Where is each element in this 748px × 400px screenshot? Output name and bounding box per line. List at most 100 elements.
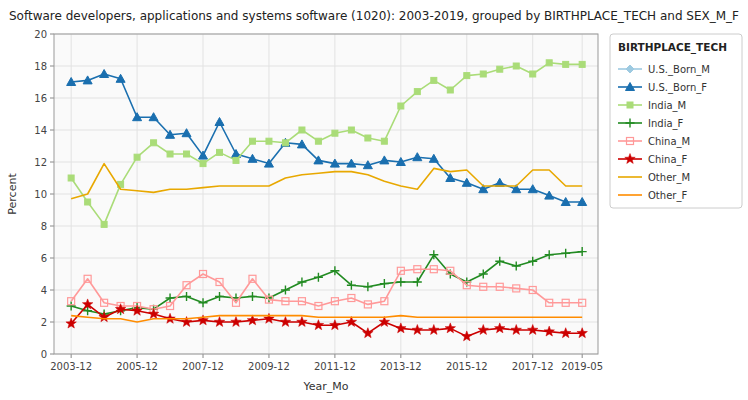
marker bbox=[396, 158, 405, 166]
marker bbox=[182, 129, 191, 137]
marker bbox=[249, 275, 256, 282]
marker bbox=[429, 154, 438, 162]
legend-label: China_M bbox=[648, 136, 690, 148]
marker bbox=[495, 178, 504, 186]
x-axis-label: Year_Mo bbox=[302, 380, 348, 393]
y-grid-line bbox=[54, 130, 598, 131]
marker bbox=[83, 76, 92, 84]
line bbox=[71, 316, 582, 322]
marker bbox=[380, 156, 389, 164]
marker bbox=[199, 151, 208, 159]
marker bbox=[215, 118, 224, 126]
x-tick-label: 2011-12 bbox=[314, 361, 356, 372]
marker bbox=[497, 66, 503, 72]
marker bbox=[412, 325, 422, 335]
marker bbox=[363, 161, 372, 169]
marker bbox=[282, 298, 289, 305]
marker bbox=[546, 60, 552, 66]
marker bbox=[464, 73, 470, 79]
line bbox=[71, 304, 582, 336]
marker bbox=[396, 323, 406, 333]
marker bbox=[530, 71, 536, 77]
marker bbox=[148, 309, 158, 319]
marker bbox=[447, 267, 454, 274]
marker bbox=[68, 175, 74, 181]
marker bbox=[380, 279, 389, 288]
marker bbox=[166, 130, 175, 138]
marker bbox=[133, 113, 142, 121]
x-tick-label: 2017-12 bbox=[512, 361, 554, 372]
plot-frame bbox=[54, 34, 598, 354]
x-tick bbox=[582, 354, 583, 358]
y-grid-line bbox=[54, 194, 598, 195]
marker bbox=[332, 130, 338, 136]
legend-marker bbox=[626, 119, 635, 128]
marker bbox=[214, 317, 224, 327]
marker bbox=[545, 191, 554, 199]
marker bbox=[413, 153, 422, 161]
marker bbox=[561, 198, 570, 206]
marker bbox=[248, 154, 257, 162]
x-tick bbox=[532, 354, 533, 358]
marker bbox=[200, 161, 206, 167]
marker bbox=[348, 295, 355, 302]
y-grid-line bbox=[54, 226, 598, 227]
marker bbox=[462, 178, 471, 186]
marker bbox=[363, 328, 373, 338]
legend-marker bbox=[626, 65, 634, 73]
marker bbox=[297, 317, 307, 327]
marker bbox=[398, 103, 404, 109]
y-grid-line bbox=[54, 98, 598, 99]
line bbox=[71, 252, 582, 314]
marker bbox=[578, 198, 587, 206]
marker bbox=[429, 250, 438, 259]
marker bbox=[101, 299, 108, 306]
x-tick-label: 2003-12 bbox=[50, 361, 92, 372]
marker bbox=[511, 325, 521, 335]
marker bbox=[528, 257, 537, 266]
marker bbox=[563, 61, 569, 67]
legend-box bbox=[610, 34, 742, 208]
chart: 2003-122005-122007-122009-122011-122013-… bbox=[0, 0, 748, 400]
data bbox=[66, 60, 588, 341]
y-tick-label: 4 bbox=[41, 285, 47, 296]
marker bbox=[397, 267, 404, 274]
marker bbox=[282, 140, 288, 146]
marker bbox=[331, 298, 338, 305]
series bbox=[71, 164, 582, 199]
y-tick-label: 14 bbox=[34, 125, 47, 136]
marker bbox=[560, 328, 570, 338]
marker bbox=[82, 299, 92, 309]
marker bbox=[281, 286, 290, 295]
x-tick bbox=[137, 354, 138, 358]
marker bbox=[562, 299, 569, 306]
y-tick bbox=[50, 322, 54, 323]
marker bbox=[478, 325, 488, 335]
line bbox=[71, 63, 582, 225]
marker bbox=[217, 149, 223, 155]
x-tick bbox=[203, 354, 204, 358]
series bbox=[68, 60, 585, 228]
marker bbox=[315, 138, 321, 144]
y-grid-line bbox=[54, 290, 598, 291]
marker bbox=[182, 292, 191, 301]
x-tick-label: 2019-05 bbox=[561, 361, 603, 372]
marker bbox=[512, 262, 521, 271]
legend-label: Other_F bbox=[648, 190, 687, 202]
marker bbox=[561, 249, 570, 258]
marker bbox=[231, 317, 241, 327]
marker bbox=[330, 159, 339, 167]
marker bbox=[297, 278, 306, 287]
x-tick-label: 2007-12 bbox=[182, 361, 224, 372]
title: Software developers, applications and sy… bbox=[9, 9, 739, 23]
legend-label: China_F bbox=[648, 154, 688, 166]
marker bbox=[578, 247, 587, 256]
marker bbox=[381, 138, 387, 144]
marker bbox=[463, 282, 470, 289]
marker bbox=[216, 279, 223, 286]
x-tick-label: 2013-12 bbox=[380, 361, 422, 372]
legend-title: BIRTHPLACE_TECH bbox=[618, 41, 727, 54]
marker bbox=[414, 266, 421, 273]
marker bbox=[577, 328, 587, 338]
marker bbox=[199, 298, 208, 307]
